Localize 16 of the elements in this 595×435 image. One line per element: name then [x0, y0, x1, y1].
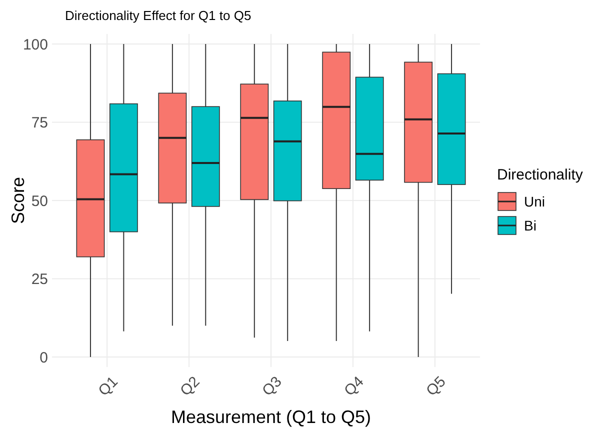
y-tick-label: 0: [40, 349, 48, 366]
y-tick-label: 50: [31, 192, 48, 210]
x-tick-label: Q4: [341, 373, 368, 400]
chart-title: Directionality Effect for Q1 to Q5: [65, 8, 252, 23]
x-tick-label: Q3: [259, 373, 286, 400]
legend-label: Bi: [524, 217, 536, 234]
y-tick-label: 100: [22, 36, 48, 54]
x-tick-label: Q1: [95, 373, 122, 400]
y-tick-label: 25: [31, 271, 48, 288]
y-tick-label: 75: [31, 114, 48, 132]
x-tick-label: Q5: [423, 373, 450, 400]
legend-title: Directionality: [497, 166, 584, 184]
x-tick-label: Q2: [177, 373, 204, 400]
y-axis-title: Score: [8, 176, 28, 224]
legend-label: Uni: [524, 193, 546, 210]
x-axis-title: Measurement (Q1 to Q5): [170, 407, 372, 427]
